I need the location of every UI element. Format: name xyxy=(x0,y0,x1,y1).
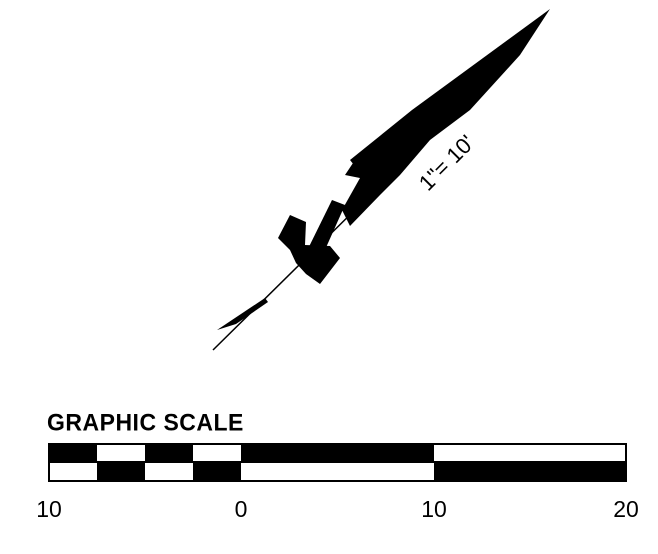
scale-tick-label: 20 xyxy=(613,496,639,522)
scale-segment-bottom-2 xyxy=(193,462,241,481)
north-arrow-blade-upper-body xyxy=(342,9,550,226)
north-arrow: 1"= 10' xyxy=(212,9,550,351)
scale-segment-top-3 xyxy=(241,444,434,462)
graphic-scale-bar: 10 0 10 20 xyxy=(36,443,639,522)
scale-segment-top-1 xyxy=(49,444,97,462)
scale-tick-label: 0 xyxy=(235,496,248,522)
north-arrow-blade-upper xyxy=(350,9,550,170)
scale-segment-bottom-1 xyxy=(97,462,145,481)
scale-tick-label: 10 xyxy=(36,496,62,522)
north-arrow-tail xyxy=(217,298,268,330)
north-arrow-shaft xyxy=(212,194,371,351)
graphic-scale-title: GRAPHIC SCALE xyxy=(47,408,244,436)
scale-segment-top-2 xyxy=(145,444,193,462)
scale-tick-label: 10 xyxy=(421,496,447,522)
scale-segment-bottom-3 xyxy=(434,462,626,481)
